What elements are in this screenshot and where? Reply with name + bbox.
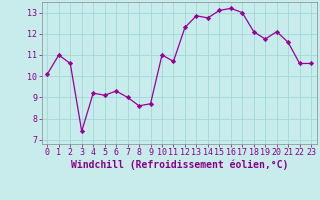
X-axis label: Windchill (Refroidissement éolien,°C): Windchill (Refroidissement éolien,°C) xyxy=(70,160,288,170)
